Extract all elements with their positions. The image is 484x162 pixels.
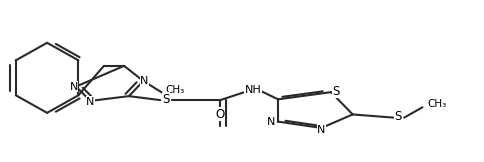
Text: N: N [69, 82, 78, 92]
Text: N: N [317, 125, 326, 135]
Text: S: S [162, 93, 170, 106]
Text: S: S [395, 110, 402, 123]
Text: O: O [216, 108, 225, 121]
Text: S: S [332, 85, 339, 98]
Text: CH₃: CH₃ [165, 85, 184, 95]
Text: N: N [86, 97, 94, 107]
Text: CH₃: CH₃ [427, 99, 447, 109]
Text: N: N [267, 117, 275, 127]
Text: NH: NH [245, 85, 261, 95]
Text: N: N [140, 76, 149, 86]
